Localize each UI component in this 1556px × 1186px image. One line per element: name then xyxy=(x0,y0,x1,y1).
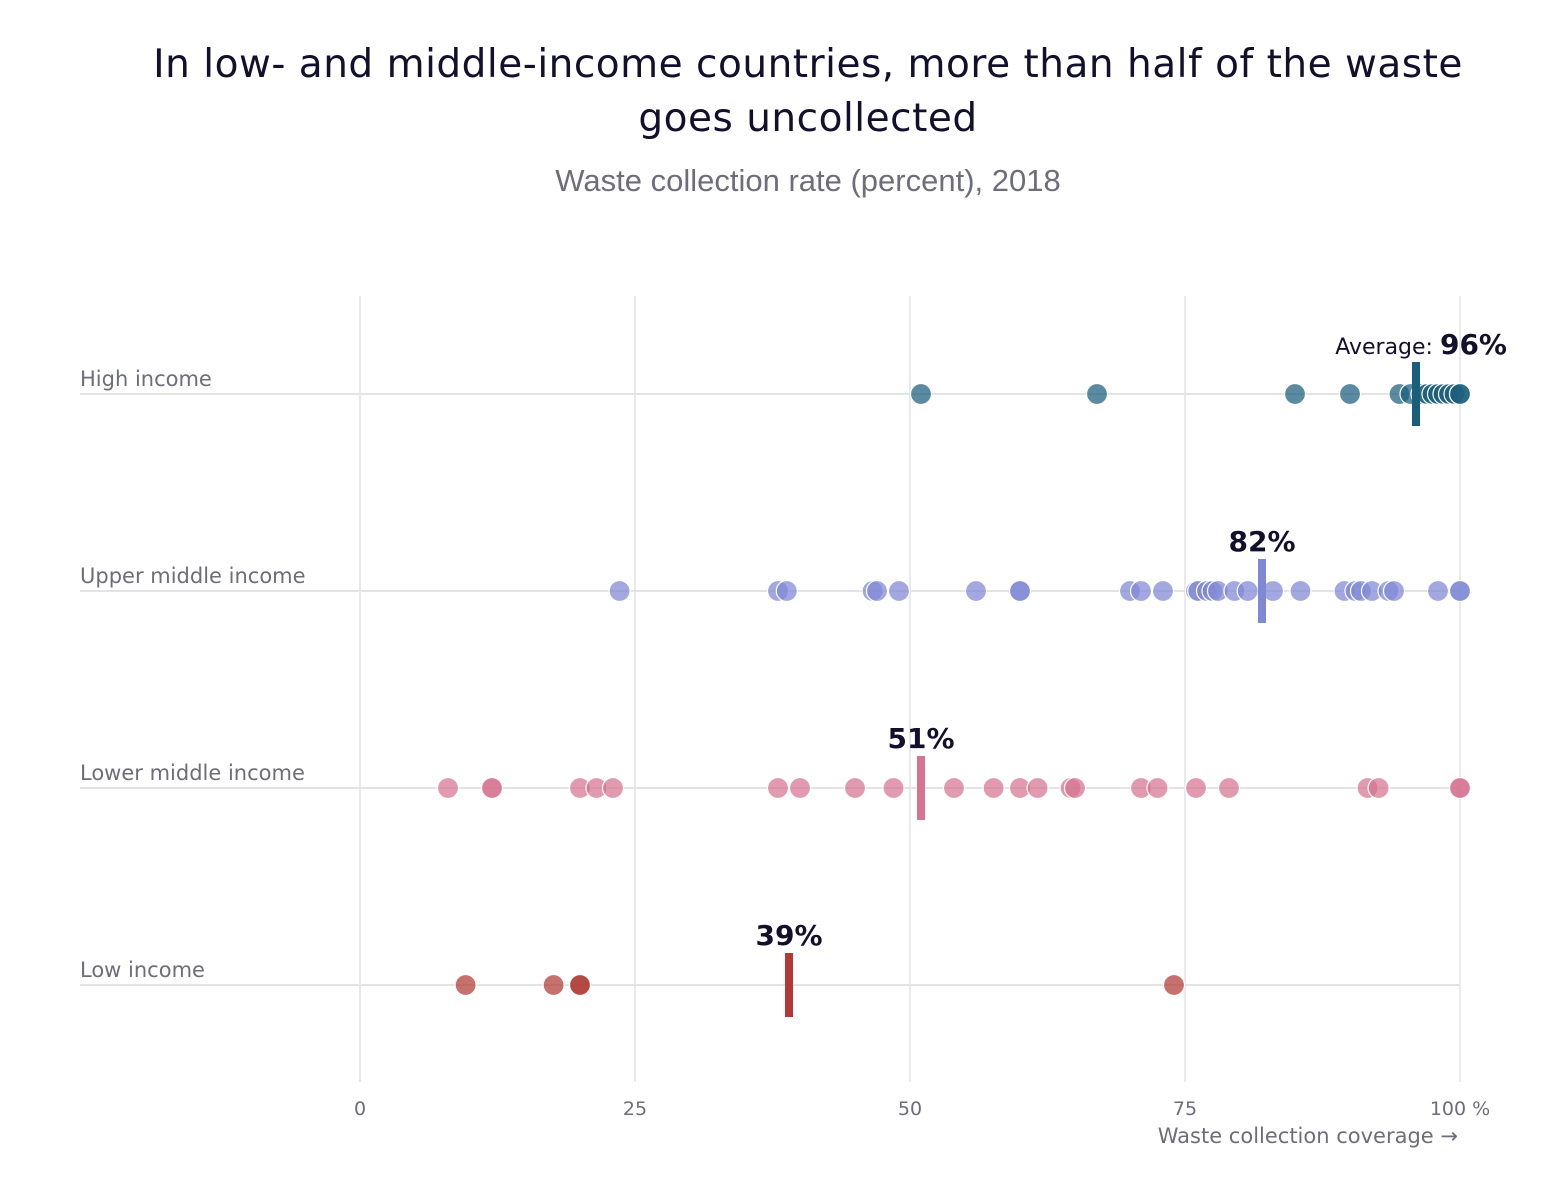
data-point[interactable] xyxy=(982,776,1005,800)
category-label: High income xyxy=(80,367,212,391)
chart-title-line-2: goes uncollected xyxy=(638,96,978,141)
data-point[interactable] xyxy=(1217,776,1241,800)
data-point[interactable] xyxy=(843,776,867,800)
data-point[interactable] xyxy=(454,973,477,997)
data-point[interactable] xyxy=(1289,579,1312,603)
data-point[interactable] xyxy=(1008,579,1032,603)
chart-subtitle: Waste collection rate (percent), 2018 xyxy=(555,163,1061,198)
x-tick-label: 75 xyxy=(1173,1098,1197,1120)
data-point[interactable] xyxy=(1151,579,1175,603)
data-point[interactable] xyxy=(1283,382,1307,406)
average-label: 82% xyxy=(1228,525,1295,558)
data-point[interactable] xyxy=(1448,579,1472,603)
average-marker xyxy=(1258,559,1266,623)
data-point[interactable] xyxy=(1382,579,1406,603)
data-point[interactable] xyxy=(1338,382,1362,406)
average-label: Average: 96% xyxy=(1335,328,1507,361)
chart-title: In low- and middle-income countries, mor… xyxy=(60,38,1556,146)
data-point[interactable] xyxy=(1063,776,1087,800)
average-marker xyxy=(785,953,793,1017)
data-point[interactable] xyxy=(608,579,631,603)
data-point[interactable] xyxy=(865,579,889,603)
chart-title-line-1: In low- and middle-income countries, mor… xyxy=(153,42,1463,87)
data-point[interactable] xyxy=(788,776,812,800)
data-point[interactable] xyxy=(1236,579,1259,603)
average-label: 39% xyxy=(755,919,822,952)
average-marker xyxy=(1412,362,1420,426)
data-point[interactable] xyxy=(1162,973,1186,997)
data-point[interactable] xyxy=(480,776,504,800)
average-marker xyxy=(917,756,925,820)
x-tick-label: 25 xyxy=(623,1098,647,1120)
data-point[interactable] xyxy=(1426,579,1450,603)
data-point[interactable] xyxy=(1026,776,1049,800)
data-point[interactable] xyxy=(1367,776,1390,800)
data-point[interactable] xyxy=(601,776,625,800)
category-label: Upper middle income xyxy=(80,564,306,588)
average-label: 51% xyxy=(887,722,954,755)
x-tick-label: 0 xyxy=(354,1098,366,1120)
data-point[interactable] xyxy=(568,973,592,997)
category-label: Lower middle income xyxy=(80,761,305,785)
data-point[interactable] xyxy=(766,776,790,800)
data-point[interactable] xyxy=(1184,776,1208,800)
data-point[interactable] xyxy=(1129,579,1153,603)
data-point[interactable] xyxy=(882,776,905,800)
data-point[interactable] xyxy=(909,382,933,406)
x-tick-label: 50 xyxy=(898,1098,922,1120)
data-point[interactable] xyxy=(942,776,966,800)
data-point[interactable] xyxy=(775,579,798,603)
average-value: 96% xyxy=(1440,328,1507,361)
data-point[interactable] xyxy=(1448,382,1472,406)
data-point[interactable] xyxy=(542,973,565,997)
data-point[interactable] xyxy=(1085,382,1109,406)
x-tick-label: 100 % xyxy=(1430,1098,1490,1120)
data-point[interactable] xyxy=(1146,776,1169,800)
data-point[interactable] xyxy=(1448,776,1472,800)
data-point[interactable] xyxy=(436,776,460,800)
x-axis-title: Waste collection coverage → xyxy=(1158,1124,1458,1148)
data-point[interactable] xyxy=(887,579,911,603)
category-label: Low income xyxy=(80,958,205,982)
data-point[interactable] xyxy=(964,579,988,603)
average-prefix: Average: xyxy=(1335,335,1440,360)
